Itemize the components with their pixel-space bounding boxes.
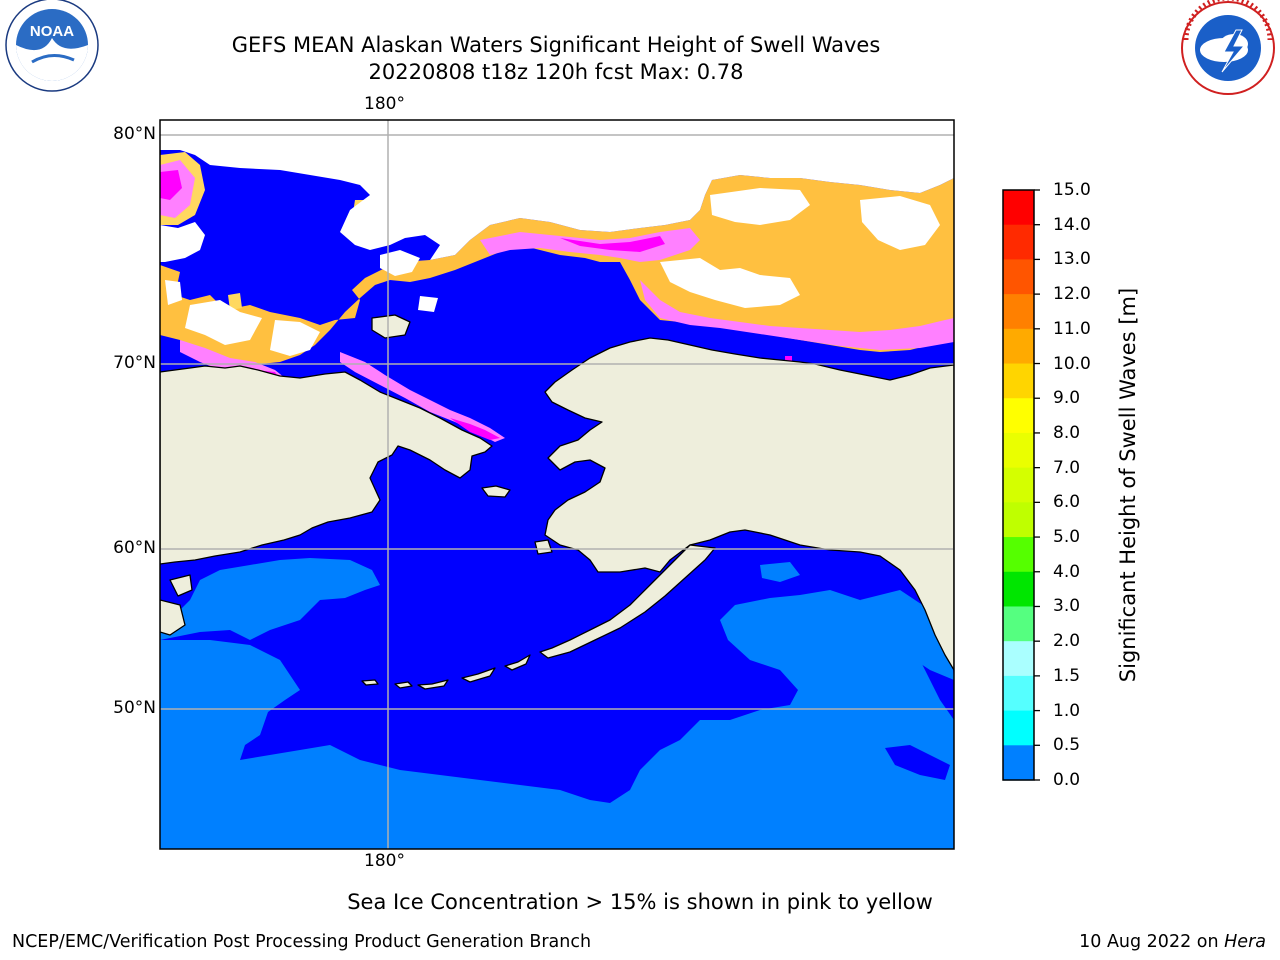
footer-machine: Hera — [1224, 932, 1266, 952]
lat-label-80: 80°N — [113, 124, 156, 144]
colorbar-tick-label: 0.5 — [1053, 735, 1081, 756]
colorbar-tick-label: 6.0 — [1053, 492, 1081, 513]
colorbar-segment — [1003, 710, 1034, 746]
caption: Sea Ice Concentration > 15% is shown in … — [347, 890, 933, 914]
colorbar-segment — [1003, 328, 1034, 365]
chart-title: GEFS MEAN Alaskan Waters Significant Hei… — [231, 33, 881, 57]
footer-date-text: 10 Aug 2022 on — [1079, 932, 1225, 952]
colorbar-tick-label: 2.0 — [1053, 631, 1081, 652]
colorbar-segment — [1003, 224, 1034, 261]
colorbar-tick-label: 5.0 — [1053, 527, 1081, 548]
colorbar-tick-label: 1.5 — [1053, 665, 1081, 686]
colorbar-segment — [1003, 294, 1034, 330]
land — [160, 314, 954, 690]
colorbar-tick-label: 15.0 — [1053, 180, 1091, 200]
colorbar-tick-label: 4.0 — [1053, 561, 1081, 582]
lon-label-bottom: 180° — [364, 851, 405, 871]
swell-0.5-1.0-region-east — [760, 562, 954, 680]
colorbar-segment — [1003, 571, 1034, 608]
colorbar-segment — [1003, 537, 1034, 573]
colorbar-tick-label: 14.0 — [1053, 214, 1091, 235]
colorbar-segment — [1003, 363, 1034, 399]
swell-0.5-1.0-region-west — [160, 558, 380, 640]
colorbar-segment — [1003, 606, 1034, 642]
colorbar-segment — [1003, 641, 1034, 677]
lat-label-70: 70°N — [113, 353, 156, 373]
colorbar-tick-label: 7.0 — [1053, 457, 1081, 478]
colorbar-tick-label: 3.0 — [1053, 596, 1081, 617]
colorbar-tick-label: 8.0 — [1053, 422, 1081, 443]
footer-date: 10 Aug 2022 on Hera — [1079, 932, 1266, 952]
colorbar-tick-label: 0.0 — [1053, 770, 1081, 790]
colorbar-tick-label: 12.0 — [1053, 284, 1091, 305]
colorbar-tick-label: 9.0 — [1053, 388, 1081, 409]
chart-subtitle: 20220808 t18z 120h fcst Max: 0.78 — [368, 60, 744, 84]
colorbar-frame — [1002, 189, 1035, 781]
map-gridlines — [160, 120, 954, 849]
footer-producer: NCEP/EMC/Verification Post Processing Pr… — [12, 932, 592, 952]
colorbar-label: Significant Height of Swell Waves [m] — [1116, 287, 1140, 683]
colorbar-tick-label: 10.0 — [1053, 353, 1091, 374]
colorbar-segment — [1003, 259, 1034, 295]
colorbar-segment — [1003, 190, 1034, 226]
no-data-area — [160, 120, 954, 356]
noaa-logo: NOAA — [5, 0, 99, 92]
colorbar — [1002, 189, 1040, 781]
colorbar-segment — [1003, 398, 1034, 434]
colorbar-segment — [1003, 502, 1034, 538]
colorbar-tick-label: 11.0 — [1053, 318, 1091, 339]
nws-logo — [1181, 0, 1275, 95]
colorbar-tick-label: 13.0 — [1053, 249, 1091, 270]
swell-0-0.5-pocket — [885, 745, 950, 780]
lat-label-50: 50°N — [113, 698, 156, 718]
svg-text:NOAA: NOAA — [30, 23, 74, 40]
lat-label-60: 60°N — [113, 538, 156, 558]
colorbar-segment — [1003, 745, 1034, 781]
colorbar-segment — [1003, 432, 1034, 469]
colorbar-segment — [1003, 675, 1034, 712]
colorbar-segment — [1003, 467, 1034, 503]
lon-label-top: 180° — [364, 94, 405, 114]
map-frame — [159, 119, 955, 850]
swell-0.5-1.0-region-south — [160, 590, 954, 849]
colorbar-tick-label: 1.0 — [1053, 700, 1081, 721]
